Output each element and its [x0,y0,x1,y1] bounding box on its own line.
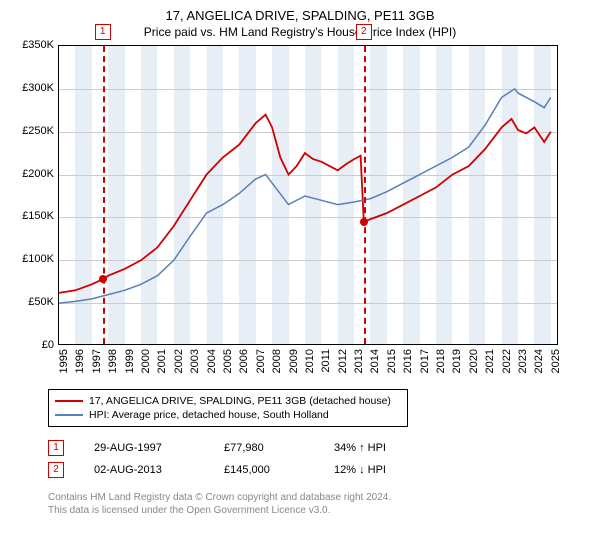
x-tick-label: 2000 [140,349,152,373]
x-tick-label: 2007 [255,349,267,373]
y-tick-label: £300K [10,82,54,94]
legend-label-hpi: HPI: Average price, detached house, Sout… [89,409,329,421]
footnote: Contains HM Land Registry data © Crown c… [48,491,600,517]
x-tick-label: 2016 [402,349,414,373]
legend-item-hpi: HPI: Average price, detached house, Sout… [55,408,401,422]
chart-area: £0£50K£100K£150K£200K£250K£300K£350K 12 … [10,45,570,385]
sale-marker-line [103,46,105,344]
plot-svg [59,46,559,346]
x-tick-label: 2014 [369,349,381,373]
x-tick-label: 1998 [107,349,119,373]
x-tick-label: 2017 [419,349,431,373]
x-tick-label: 2019 [451,349,463,373]
x-tick-label: 2023 [517,349,529,373]
sale-price-1: £77,980 [224,442,304,454]
series-line-property [59,115,551,293]
x-tick-label: 2025 [550,349,562,373]
y-tick-label: £350K [10,39,54,51]
sale-pct-1: 34% ↑ HPI [334,442,424,454]
sale-date-1: 29-AUG-1997 [94,442,194,454]
x-tick-label: 2010 [304,349,316,373]
y-tick-label: £100K [10,253,54,265]
legend: 17, ANGELICA DRIVE, SPALDING, PE11 3GB (… [48,389,408,427]
x-tick-label: 2002 [173,349,185,373]
footnote-line2: This data is licensed under the Open Gov… [48,504,600,517]
sale-price-2: £145,000 [224,464,304,476]
x-tick-label: 2024 [533,349,545,373]
y-tick-label: £150K [10,210,54,222]
x-tick-label: 1995 [58,349,70,373]
legend-swatch-hpi [55,414,83,416]
plot-area: 12 [58,45,558,345]
y-tick-label: £50K [10,296,54,308]
legend-item-property: 17, ANGELICA DRIVE, SPALDING, PE11 3GB (… [55,394,401,408]
x-tick-label: 2006 [238,349,250,373]
sale-marker-line [364,46,366,344]
sale-marker-point [99,275,107,283]
sale-marker-badge: 2 [356,24,372,40]
sale-marker-badge: 1 [95,24,111,40]
legend-swatch-property [55,400,83,402]
sale-badge-1: 1 [48,440,64,456]
sale-badge-2: 2 [48,462,64,478]
x-tick-label: 1997 [91,349,103,373]
sale-marker-point [360,218,368,226]
chart-container: 17, ANGELICA DRIVE, SPALDING, PE11 3GB P… [0,0,600,560]
sale-row-1: 1 29-AUG-1997 £77,980 34% ↑ HPI [48,437,600,459]
x-tick-label: 2022 [501,349,513,373]
series-line-hpi [59,89,551,303]
sale-row-2: 2 02-AUG-2013 £145,000 12% ↓ HPI [48,459,600,481]
x-tick-label: 2018 [435,349,447,373]
x-tick-label: 2021 [484,349,496,373]
x-tick-label: 2020 [468,349,480,373]
sale-pct-2: 12% ↓ HPI [334,464,424,476]
x-tick-label: 2015 [386,349,398,373]
chart-title: 17, ANGELICA DRIVE, SPALDING, PE11 3GB [0,0,600,23]
legend-label-property: 17, ANGELICA DRIVE, SPALDING, PE11 3GB (… [89,395,391,407]
y-tick-label: £200K [10,168,54,180]
y-tick-label: £0 [10,339,54,351]
y-tick-label: £250K [10,125,54,137]
x-tick-label: 1996 [74,349,86,373]
x-tick-label: 2011 [320,349,332,373]
x-tick-label: 2001 [156,349,168,373]
x-tick-label: 2003 [189,349,201,373]
x-tick-label: 1999 [124,349,136,373]
x-tick-label: 2013 [353,349,365,373]
x-tick-label: 2008 [271,349,283,373]
x-tick-label: 2004 [206,349,218,373]
chart-subtitle: Price paid vs. HM Land Registry's House … [0,23,600,45]
x-tick-label: 2009 [288,349,300,373]
x-tick-label: 2012 [337,349,349,373]
sales-table: 1 29-AUG-1997 £77,980 34% ↑ HPI 2 02-AUG… [48,437,600,481]
sale-date-2: 02-AUG-2013 [94,464,194,476]
x-tick-label: 2005 [222,349,234,373]
footnote-line1: Contains HM Land Registry data © Crown c… [48,491,600,504]
